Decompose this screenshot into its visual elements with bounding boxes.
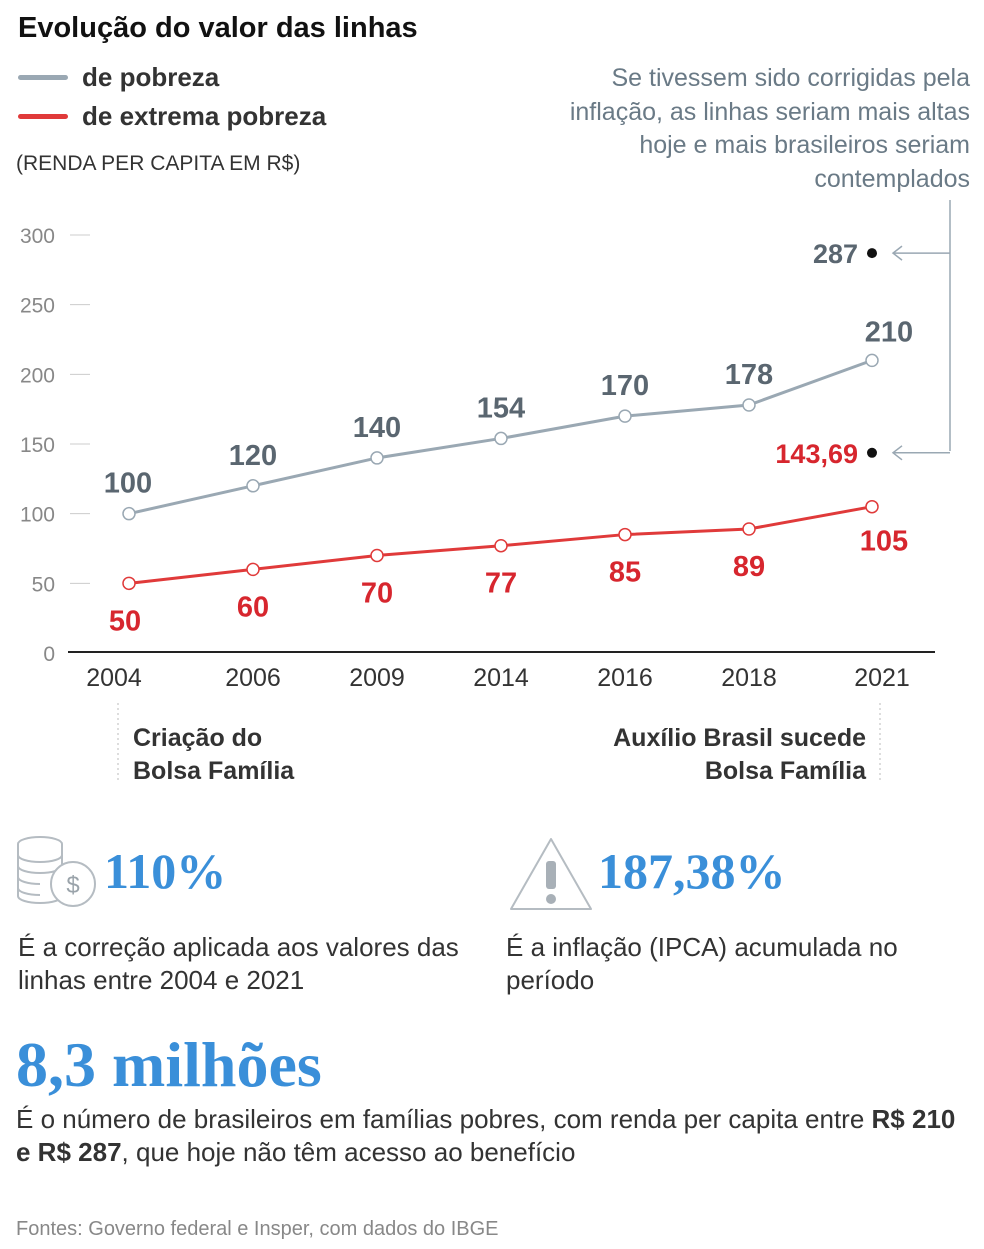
legend-label: de extrema pobreza	[82, 101, 327, 131]
data-point	[246, 479, 260, 493]
desc-bold: R$ 210 e R$ 287	[16, 1104, 956, 1167]
stat-desc-inflation: É a inflação (IPCA) acumulada no período	[506, 932, 898, 995]
data-point	[865, 499, 879, 514]
corrected-point	[867, 248, 877, 259]
data-label: 178	[725, 359, 773, 391]
x-tick-label: 2014	[473, 664, 529, 692]
event-label-2004: Criação do Bolsa Família	[133, 722, 294, 788]
corrected-label: 287	[813, 239, 858, 269]
event-label-2021: Auxílio Brasil sucede Bolsa Família	[613, 722, 866, 788]
y-tick-label: 50	[32, 573, 55, 596]
data-label: 50	[109, 605, 141, 637]
data-label: 140	[353, 412, 401, 444]
data-label: 77	[485, 568, 517, 600]
data-point	[618, 527, 632, 542]
data-point	[122, 506, 136, 521]
data-label: 105	[860, 526, 908, 558]
data-label: 120	[229, 440, 277, 472]
y-tick-label: 150	[20, 434, 55, 457]
desc-text: É o número de brasileiros em famílias po…	[16, 1104, 872, 1134]
y-tick-label: 300	[20, 225, 55, 248]
arrow-icon	[891, 245, 950, 261]
legend-item-pobreza: de pobreza	[18, 62, 219, 93]
data-label: 210	[865, 316, 913, 348]
x-tick-label: 2006	[225, 664, 281, 692]
legend-label: de pobreza	[82, 62, 220, 92]
x-tick-label: 2016	[597, 664, 653, 692]
legend-item-extrema: de extrema pobreza	[18, 101, 326, 132]
data-point	[865, 353, 879, 368]
data-point	[370, 548, 384, 563]
data-point	[742, 398, 756, 412]
unit-label: (RENDA PER CAPITA EM R$)	[16, 152, 301, 175]
data-point	[618, 409, 632, 423]
stat-desc-correction: É a correção aplicada aos valores das li…	[18, 932, 459, 995]
x-tick-label: 2021	[854, 664, 910, 692]
line-chart: 0 50 100 150 200 250 300 2004 2006 2009 2014 2016 20…	[20, 200, 951, 782]
data-label: 154	[477, 392, 525, 424]
event-line: Criação do	[133, 724, 263, 752]
y-tick-label: 200	[20, 364, 55, 387]
event-line: Bolsa Família	[704, 757, 866, 785]
warning-icon	[510, 838, 592, 910]
arrow-icon	[891, 445, 950, 461]
highlight-value: 8,3 milhões	[16, 1029, 322, 1100]
stat-value-correction: 110%	[104, 843, 227, 899]
x-tick-label: 2004	[86, 664, 142, 692]
chart-title: Evolução do valor das linhas	[18, 12, 418, 44]
svg-text:$: $	[66, 872, 79, 899]
coins-dollar-icon: $	[17, 836, 96, 907]
data-label: 170	[601, 370, 649, 402]
data-label: 85	[609, 557, 641, 589]
data-point	[370, 451, 384, 465]
corrected-label: 143,69	[775, 439, 858, 469]
data-point	[742, 522, 756, 536]
data-label: 100	[104, 468, 152, 500]
data-label: 89	[733, 551, 765, 583]
x-tick-label: 2018	[721, 664, 777, 692]
data-point	[494, 538, 508, 553]
data-label: 60	[237, 591, 269, 623]
x-tick-label: 2009	[349, 664, 405, 692]
y-tick-label: 100	[20, 504, 55, 527]
stat-value-inflation: 187,38%	[598, 843, 786, 899]
data-label: 70	[361, 577, 393, 609]
corrected-point	[867, 447, 877, 458]
y-tick-label: 250	[20, 295, 55, 318]
y-tick-label: 0	[43, 643, 55, 666]
data-point	[246, 562, 260, 577]
source-note: Fontes: Governo federal e Insper, com da…	[16, 1218, 499, 1240]
event-line: Bolsa Família	[133, 757, 295, 785]
data-point	[122, 576, 136, 591]
desc-text: , que hoje não têm acesso ao benefício	[121, 1137, 576, 1167]
legend-swatch	[18, 114, 68, 119]
annotation-note: Se tivessem sido corrigidas pela inflaçã…	[569, 64, 970, 193]
legend-swatch	[18, 75, 68, 80]
data-point	[494, 431, 508, 446]
event-line: Auxílio Brasil sucede	[613, 724, 866, 752]
highlight-desc: É o número de brasileiros em famílias po…	[16, 1103, 966, 1169]
